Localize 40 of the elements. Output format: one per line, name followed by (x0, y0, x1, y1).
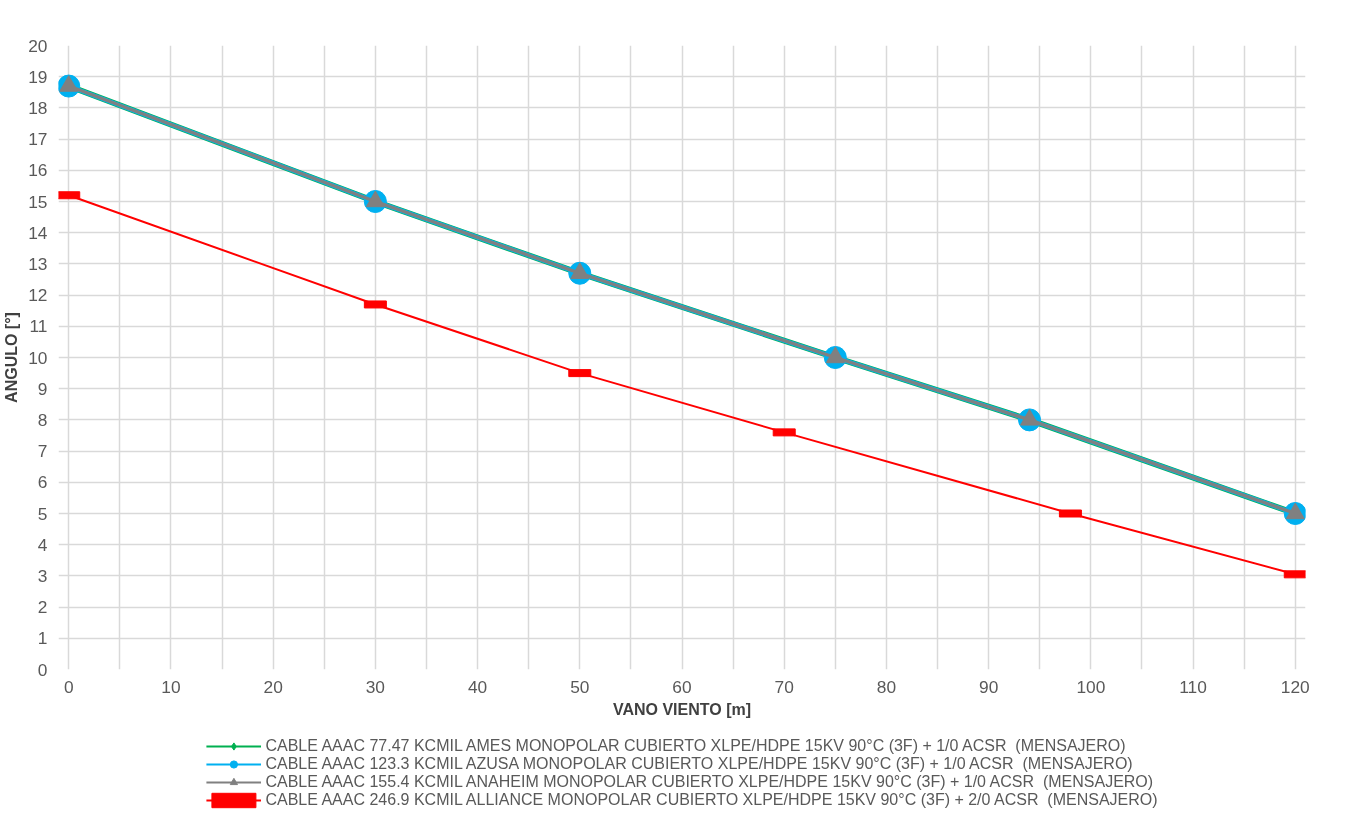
y-tick-label: 17 (28, 129, 48, 150)
y-tick-label: 9 (37, 378, 48, 399)
y-tick-label: 15 (28, 191, 48, 212)
x-tick-label: 30 (365, 676, 385, 697)
legend-label: CABLE AAAC 77.47 KCMIL AMES MONOPOLAR CUBIERTO XLPE/HDPE 15KV 90°C (3F) + 1/0 ACSR (MENSAJERO) (265, 736, 1126, 755)
x-tick-label: 40 (467, 676, 488, 697)
y-tick-label: 7 (37, 441, 48, 462)
y-tick-label: 13 (28, 253, 48, 274)
y-tick-label: 10 (28, 347, 48, 368)
x-tick-label: 60 (672, 676, 692, 697)
y-tick-label: 16 (28, 160, 48, 181)
y-tick-label: 6 (37, 472, 48, 493)
legend-label: CABLE AAAC 123.3 KCMIL AZUSA MONOPOLAR CUBIERTO XLPE/HDPE 15KV 90°C (3F) + 1/0 ACSR (MENSAJERO) (265, 754, 1133, 773)
x-tick-label: 20 (263, 676, 283, 697)
x-tick-label: 0 (63, 676, 74, 697)
y-tick-label: 2 (37, 597, 48, 618)
y-tick-label: 1 (37, 628, 48, 649)
y-tick-label: 4 (37, 534, 48, 555)
x-tick-label: 120 (1280, 676, 1310, 697)
y-tick-label: 11 (29, 316, 48, 337)
y-tick-label: 5 (37, 503, 48, 524)
x-tick-label: 50 (570, 676, 590, 697)
legend-label: CABLE AAAC 155.4 KCMIL ANAHEIM MONOPOLAR CUBIERTO XLPE/HDPE 15KV 90°C (3F) + 1/0 ACSR (MENSAJERO) (265, 772, 1154, 791)
y-tick-label: 14 (28, 222, 48, 243)
legend-label: CABLE AAAC 246.9 KCMIL ALLIANCE MONOPOLAR CUBIERTO XLPE/HDPE 15KV 90°C (3F) + 2/0 ACSR (MENSAJERO) (265, 790, 1158, 809)
x-tick-label: 90 (979, 676, 999, 697)
y-tick-label: 3 (37, 565, 48, 586)
y-tick-label: 19 (28, 66, 48, 87)
x-tick-label: 100 (1076, 676, 1106, 697)
y-tick-label: 12 (28, 285, 48, 306)
x-axis-title: VANO VIENTO [m] (612, 700, 752, 718)
y-axis-title: ANGULO [°] (3, 312, 21, 403)
y-tick-label: 0 (37, 659, 48, 680)
x-tick-label: 70 (774, 676, 794, 697)
y-tick-label: 20 (28, 35, 48, 56)
y-tick-label: 18 (28, 97, 48, 118)
y-tick-label: 8 (37, 409, 48, 430)
x-tick-label: 10 (161, 676, 181, 697)
x-tick-label: 110 (1179, 676, 1207, 697)
x-tick-label: 80 (876, 676, 897, 697)
